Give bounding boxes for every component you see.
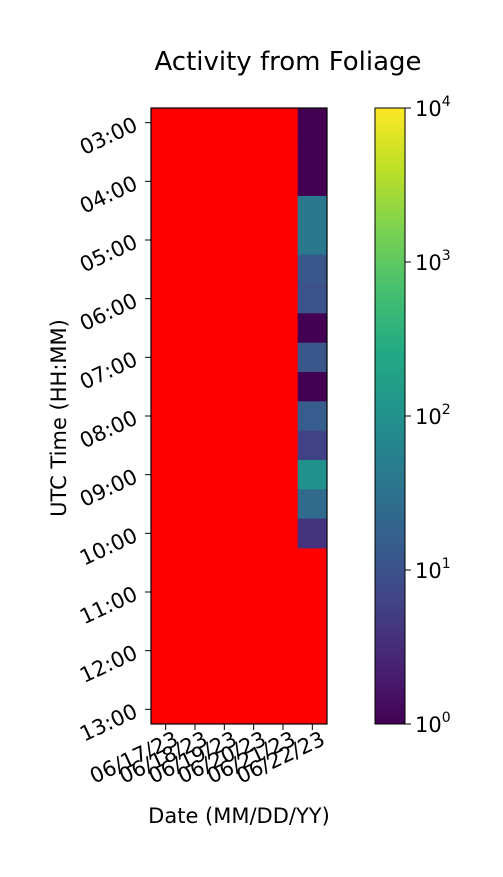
heatmap-cell: [297, 108, 327, 138]
heatmap-cell: [297, 196, 327, 226]
heatmap-cell: [297, 401, 327, 432]
heatmap-cell: [297, 254, 327, 285]
heatmap-cell: [297, 460, 327, 490]
y-tick-label: 05:00: [76, 230, 141, 277]
colorbar: [374, 107, 406, 725]
colorbar-tick-exponent: 3: [442, 248, 451, 264]
heatmap-cell: [297, 342, 327, 373]
heatmap-cells: [151, 108, 327, 724]
heatmap-cell: [297, 518, 327, 549]
y-tick-label: 04:00: [76, 171, 141, 218]
y-tick-label: 12:00: [76, 640, 141, 687]
colorbar-tick-label: 100: [415, 710, 451, 737]
colorbar-tick-label: 104: [415, 94, 451, 121]
colorbar-tick-exponent: 0: [442, 710, 451, 726]
chart-title: Activity from Foliage: [154, 47, 421, 77]
heatmap-cell: [297, 225, 327, 256]
y-axis-ticks: 03:00 04:00 05:00 06:00 07:00 08:00 09:00 10:00…: [76, 112, 151, 746]
heatmap-cell: [297, 430, 327, 461]
colorbar-tick-label: 102: [415, 402, 451, 429]
x-axis-ticks: 06/17/2306/18/2306/19/2306/20/2306/21/23…: [86, 724, 328, 788]
heatmap-cell: [297, 489, 327, 520]
y-tick-label: 08:00: [76, 406, 141, 453]
heatmap-cell: [297, 137, 327, 168]
y-tick-label: 06:00: [76, 288, 141, 335]
colorbar-tick-exponent: 1: [442, 556, 451, 572]
colorbar-tick-exponent: 2: [442, 402, 451, 418]
heatmap-cell: [297, 313, 327, 344]
y-axis-label: UTC Time (HH:MM): [47, 319, 71, 517]
y-tick-label: 11:00: [76, 582, 141, 629]
y-tick-label: 13:00: [76, 699, 141, 746]
missing-data-area: [151, 108, 327, 724]
colorbar-tick-label: 101: [415, 556, 451, 583]
y-tick-label: 07:00: [76, 347, 141, 394]
colorbar-tick-exponent: 4: [442, 94, 451, 110]
colorbar-tick-label: 103: [415, 248, 451, 275]
heatmap-cell: [297, 166, 327, 197]
y-tick-label: 03:00: [76, 112, 141, 159]
y-tick-label: 10:00: [76, 523, 141, 570]
heatmap-cell: [297, 284, 327, 314]
y-tick-label: 09:00: [76, 464, 141, 511]
heatmap-cell: [297, 372, 327, 402]
x-axis-label: Date (MM/DD/YY): [148, 804, 330, 828]
